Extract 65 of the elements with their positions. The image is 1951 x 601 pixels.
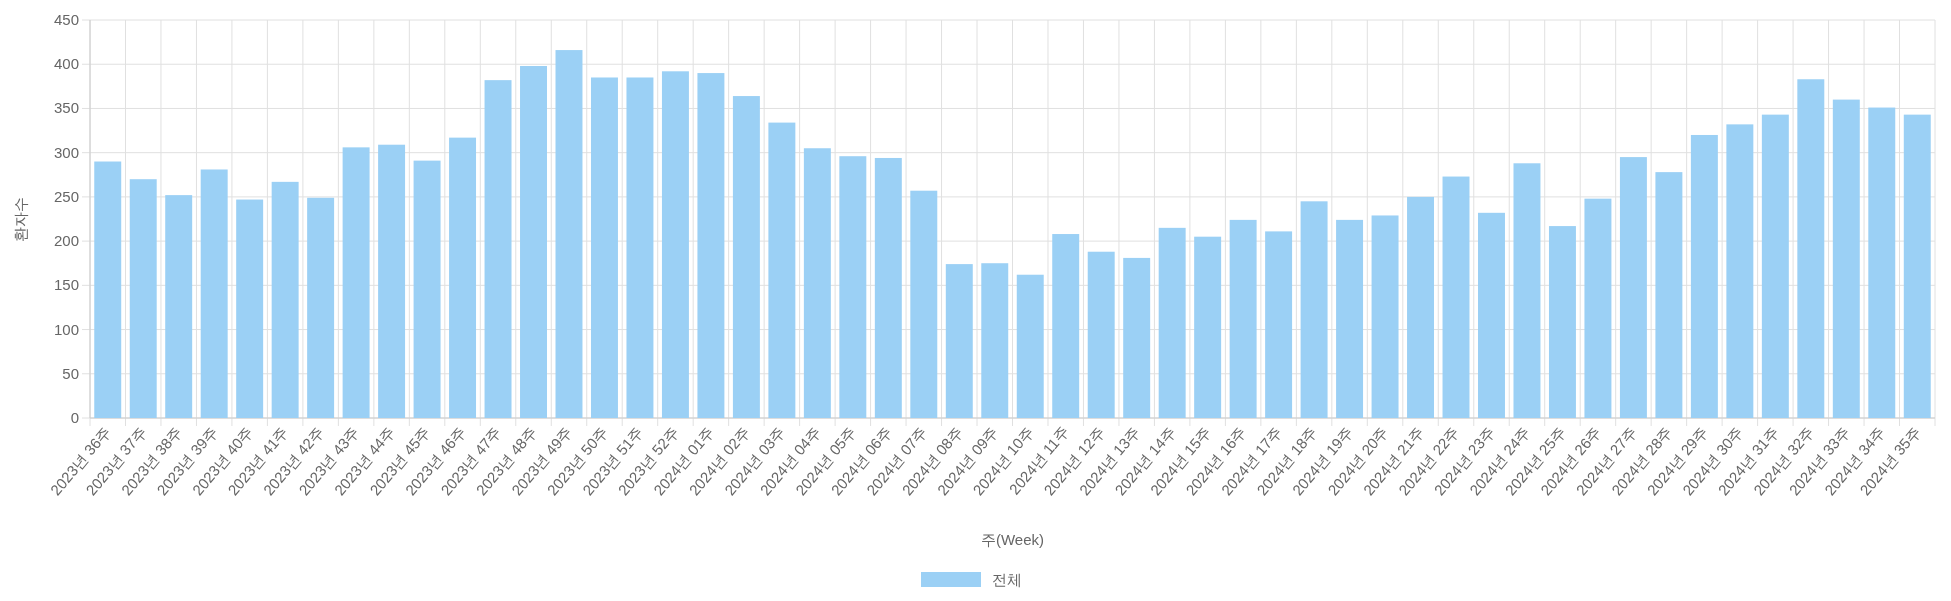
bar xyxy=(1548,226,1576,418)
bar xyxy=(1832,99,1860,418)
bar xyxy=(1300,201,1328,418)
bar xyxy=(1158,227,1186,418)
bar xyxy=(342,147,370,418)
bar xyxy=(1903,114,1931,418)
bar xyxy=(626,77,654,418)
bar xyxy=(590,77,618,418)
bar xyxy=(1229,219,1257,418)
bar xyxy=(271,181,299,418)
bar xyxy=(1619,157,1647,418)
bar xyxy=(307,197,335,418)
bar xyxy=(697,73,725,418)
bar xyxy=(1442,176,1470,418)
y-tick-label: 200 xyxy=(53,232,79,250)
bar xyxy=(165,195,193,418)
bar xyxy=(1761,114,1789,418)
bar xyxy=(236,199,264,418)
bar xyxy=(94,161,122,418)
y-tick-label: 250 xyxy=(53,187,79,205)
y-tick-label: 300 xyxy=(53,143,79,161)
bar xyxy=(484,80,512,418)
bar xyxy=(129,179,157,418)
bar xyxy=(1655,172,1683,418)
bar xyxy=(945,264,973,418)
y-tick-label: 450 xyxy=(53,11,79,28)
legend-label: 전체 xyxy=(992,571,1022,588)
bar xyxy=(1868,107,1896,418)
bar xyxy=(1087,251,1115,418)
bar xyxy=(803,148,831,418)
bar xyxy=(1016,274,1044,418)
bar xyxy=(200,169,228,418)
bar xyxy=(1584,198,1612,418)
y-tick-label: 0 xyxy=(70,409,79,426)
y-tick-label: 100 xyxy=(53,320,79,338)
bar xyxy=(874,157,902,418)
bar xyxy=(839,156,867,418)
bar xyxy=(413,160,441,418)
y-tick-label: 400 xyxy=(53,55,79,73)
bar xyxy=(1407,196,1435,418)
bar xyxy=(449,137,477,418)
y-tick-label: 150 xyxy=(53,276,79,294)
bar xyxy=(1726,124,1754,418)
y-tick-label: 50 xyxy=(62,364,79,382)
bar xyxy=(1194,236,1222,418)
bar xyxy=(1371,215,1399,418)
bar xyxy=(661,71,689,418)
bar xyxy=(555,50,583,418)
x-axis-title: 주(Week) xyxy=(980,531,1045,548)
bar xyxy=(981,263,1009,418)
bar xyxy=(1513,163,1541,418)
bar xyxy=(378,144,406,418)
bar xyxy=(768,122,796,418)
y-tick-label: 350 xyxy=(53,99,79,117)
y-axis-title: 환자수 xyxy=(12,196,29,242)
bar xyxy=(1052,234,1080,418)
bar xyxy=(732,96,760,418)
bar xyxy=(1336,219,1364,418)
bar xyxy=(1123,257,1151,418)
bar xyxy=(1478,212,1505,418)
bar xyxy=(910,190,938,418)
bar xyxy=(520,65,547,418)
bar xyxy=(1265,231,1293,418)
bar xyxy=(1690,134,1718,418)
bar xyxy=(1797,79,1825,418)
